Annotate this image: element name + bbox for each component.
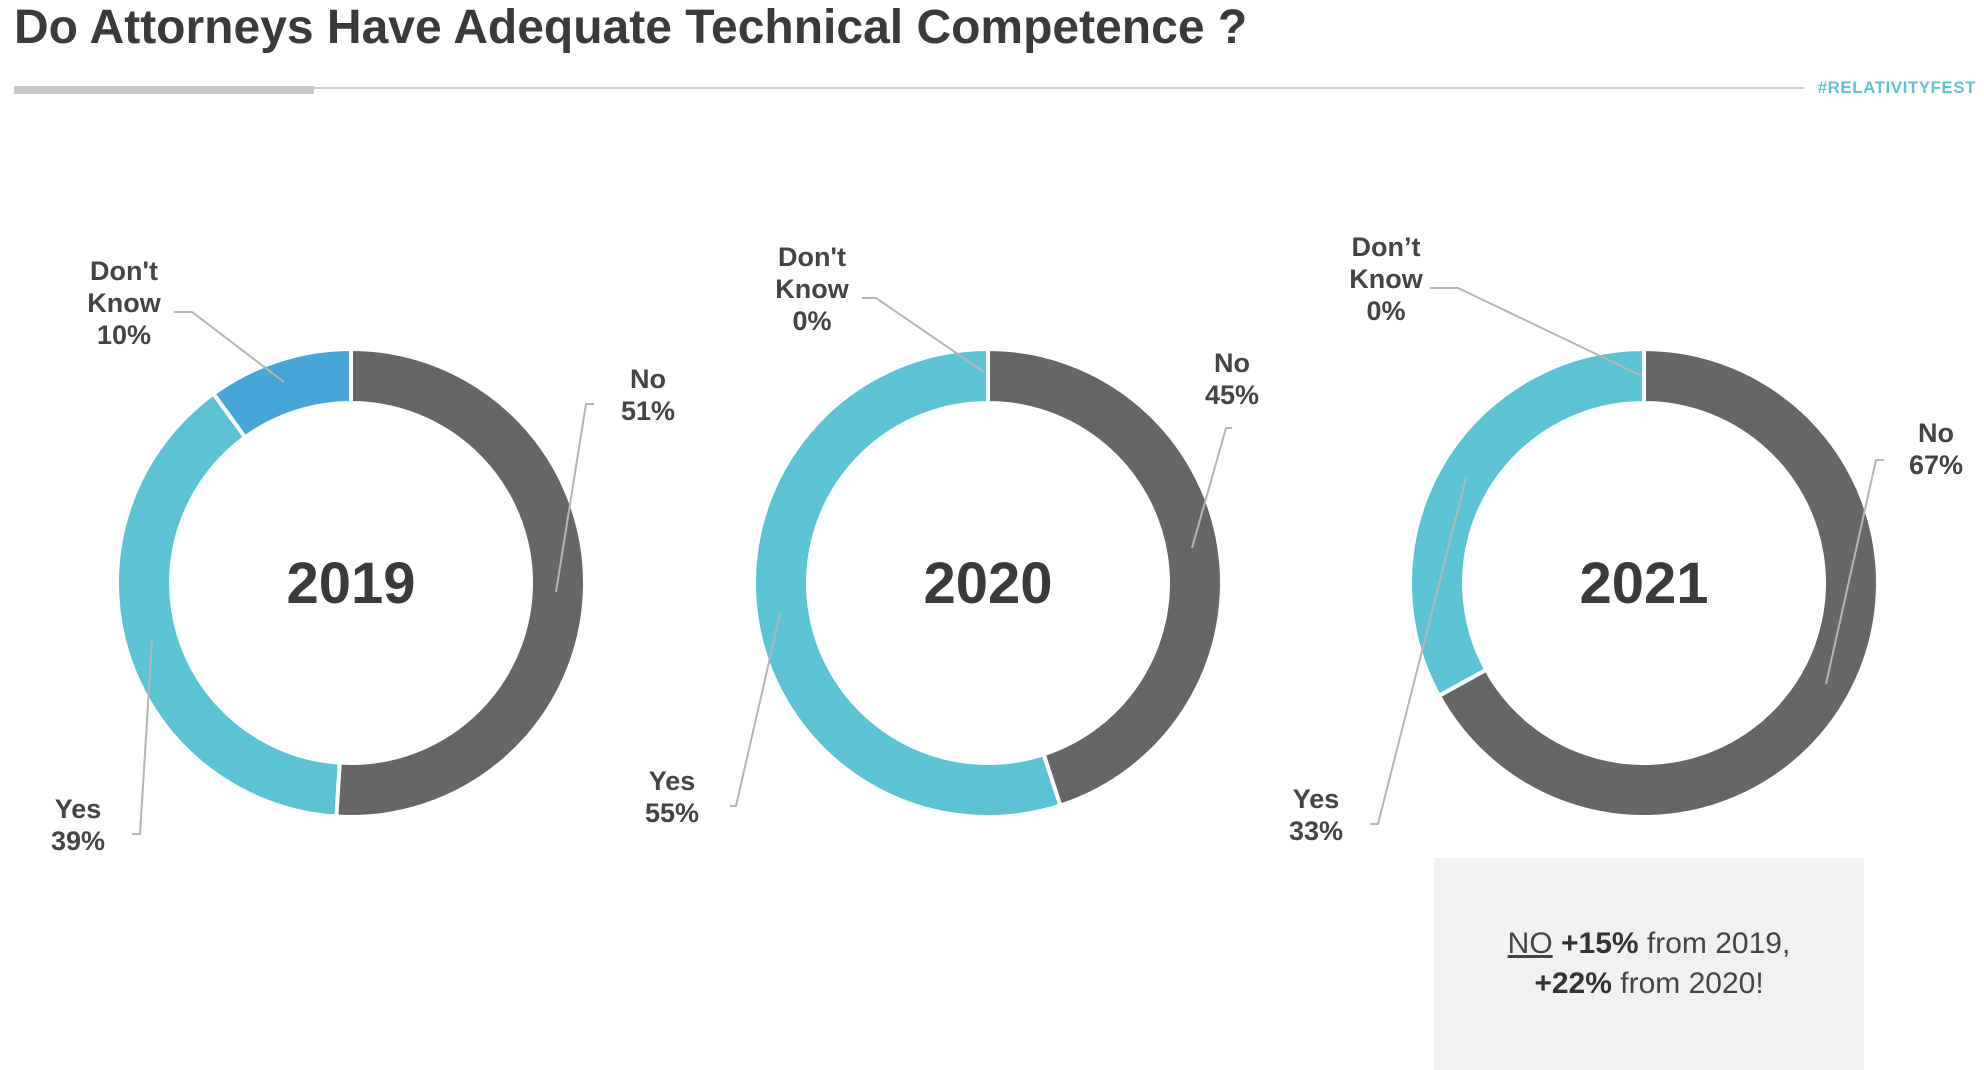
slice-yes-2019 — [115, 390, 342, 819]
slice-label-yes-2020: Yes 55% — [645, 766, 699, 828]
title-divider — [14, 87, 1804, 89]
leader-line-yes-2021 — [1370, 477, 1467, 825]
title-divider-accent — [14, 86, 314, 94]
leader-line-yes-2019 — [132, 639, 153, 835]
donut-chart-2019: 2019 No 51% Yes 39% Don't Know 10% — [51, 256, 675, 856]
summary-no-word: NO — [1507, 927, 1553, 960]
page-title: Do Attorneys Have Adequate Technical Com… — [14, 1, 1248, 54]
slice-no-2020 — [986, 346, 1224, 809]
summary-from-2020: from 2020! — [1611, 967, 1764, 1000]
slice-no-2019 — [334, 346, 588, 819]
donut-chart-2021: 2021 No 67% Yes 33% Don’t Know 0% — [1289, 232, 1963, 846]
leader-line-don-t-know-2020 — [862, 297, 985, 373]
summary-note-text: NO +15% from 2019, +22% from 2020! — [1508, 924, 1791, 1004]
slice-yes-2020 — [752, 346, 1063, 819]
hashtag-label: #RELATIVITYFEST — [1817, 78, 1976, 97]
summary-note-box: NO +15% from 2019, +22% from 2020! — [1434, 858, 1864, 1070]
leader-line-no-2021 — [1825, 459, 1884, 685]
leader-line-no-2020 — [1191, 427, 1232, 549]
summary-delta-2019: +15% — [1561, 927, 1639, 960]
summary-from-2019: from 2019, — [1638, 927, 1791, 960]
slice-label-don-t-know-2020: Don't Know 0% — [775, 242, 849, 336]
slice-label-no-2019: No 51% — [621, 364, 675, 426]
leader-line-yes-2020 — [730, 613, 781, 807]
slice-don-t-know-2019 — [210, 346, 353, 441]
donut-chart-2020: 2020 No 45% Yes 55% Don't Know 0% — [645, 242, 1259, 828]
slice-label-yes-2019: Yes 39% — [51, 794, 105, 856]
center-year-label-2020: 2020 — [923, 551, 1052, 616]
slice-yes-2021 — [1408, 346, 1646, 699]
slice-no-2021 — [1436, 346, 1880, 819]
slice-label-don-t-know-2021: Don’t Know 0% — [1349, 232, 1423, 326]
slice-label-no-2020: No 45% — [1205, 348, 1259, 410]
slice-label-yes-2021: Yes 33% — [1289, 784, 1343, 846]
leader-line-no-2019 — [555, 403, 594, 593]
center-year-label-2019: 2019 — [286, 551, 415, 616]
summary-delta-2020: +22% — [1534, 967, 1612, 1000]
leader-line-don-t-know-2021 — [1430, 287, 1643, 377]
slice-label-don-t-know-2019: Don't Know 10% — [87, 256, 161, 350]
center-year-label-2021: 2021 — [1579, 551, 1708, 616]
leader-line-don-t-know-2019 — [174, 311, 285, 383]
slice-label-no-2021: No 67% — [1909, 418, 1963, 480]
